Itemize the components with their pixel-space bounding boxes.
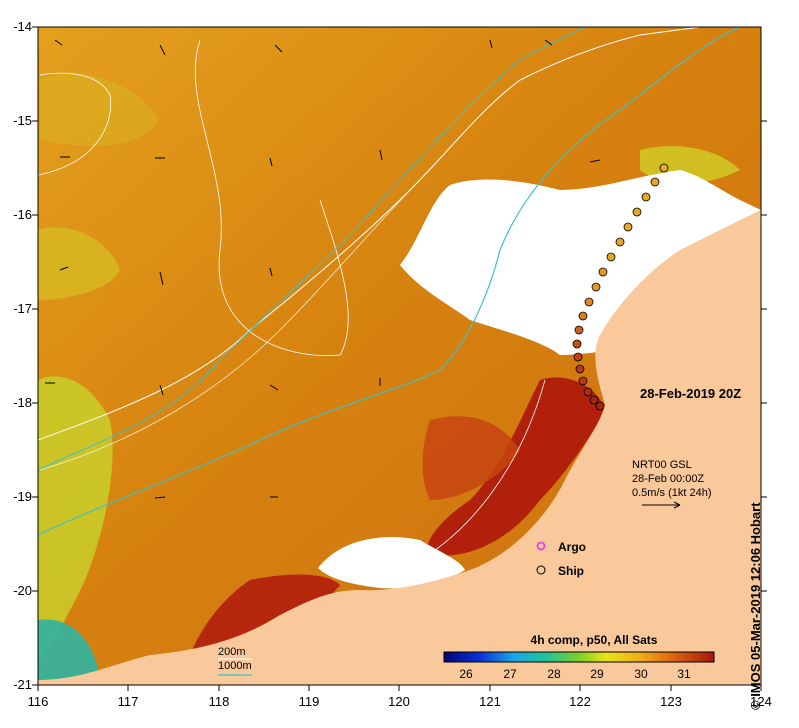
- bathymetry-200m: [38, 27, 701, 441]
- argo-legend-icon: [536, 541, 546, 551]
- cloud-mask-south: [318, 537, 465, 589]
- contour-loop-central: [194, 39, 349, 356]
- y-axis-label: -18: [13, 395, 32, 410]
- y-axis-label: -15: [13, 113, 32, 128]
- y-axis-label: -16: [13, 207, 32, 222]
- current-arrows: [45, 39, 601, 499]
- shelf-current-line-2: [38, 27, 586, 471]
- ship-legend-icon: [536, 565, 546, 575]
- x-axis-label: 117: [117, 694, 139, 709]
- x-axis-label: 123: [660, 694, 682, 709]
- current-info: NRT00 GSL 28-Feb 00:00Z 0.5m/s (1kt 24h): [632, 458, 711, 500]
- current-info-time: 28-Feb 00:00Z: [632, 473, 705, 485]
- current-info-scale: 0.5m/s (1kt 24h): [632, 487, 712, 499]
- bathymetry-1000m: [39, 179, 421, 471]
- land-mass: [38, 210, 761, 685]
- x-axis-label: 122: [569, 694, 591, 709]
- x-axis-label: 118: [208, 694, 230, 709]
- y-axis-label: -14: [13, 19, 32, 34]
- colorbar-tick: 26: [459, 667, 473, 681]
- cool-water-patch-north: [40, 73, 160, 146]
- y-axis-label: -21: [13, 677, 32, 692]
- x-axis-label: 124: [750, 694, 772, 709]
- contour-loop-west: [38, 72, 112, 176]
- x-axis-label: 119: [298, 694, 320, 709]
- cool-water-patch-sw-corner: [38, 619, 100, 685]
- y-axis-label: -20: [13, 583, 32, 598]
- cool-water-patch-west-2: [38, 227, 120, 300]
- y-axis-label: -19: [13, 489, 32, 504]
- current-info-source: NRT00 GSL: [632, 459, 692, 471]
- x-axis-label: 116: [27, 694, 49, 709]
- warm-coastal-water-south: [190, 574, 340, 659]
- depth-1000-label: 1000m: [218, 660, 252, 672]
- x-axis-label: 120: [388, 694, 410, 709]
- colorbar-tick: 27: [503, 667, 517, 681]
- colorbar-tick: 29: [590, 667, 604, 681]
- y-axis-label: -17: [13, 301, 32, 316]
- contour-loop-south: [419, 379, 546, 561]
- depth-200-label: 200m: [218, 646, 246, 658]
- argo-legend-label: Argo: [558, 540, 586, 554]
- colorbar-tick: 28: [547, 667, 561, 681]
- colorbar-tick: 31: [677, 667, 691, 681]
- warm-coastal-water: [427, 377, 605, 556]
- colorbar-title: 4h comp, p50, All Sats: [530, 633, 658, 647]
- warm-water-band: [422, 416, 520, 500]
- shelf-current-line: [38, 27, 741, 536]
- current-scale-arrow: [642, 501, 681, 509]
- ship-legend-label: Ship: [558, 564, 584, 578]
- ship-track: [572, 163, 669, 411]
- x-axis-label: 121: [479, 694, 501, 709]
- credit-text: © IMOS 05-Mar-2019 12:06 Hobart: [748, 502, 763, 710]
- axis-ticks: [32, 26, 767, 691]
- colorbar: [443, 651, 715, 663]
- date-label: 28-Feb-2019 20Z: [640, 386, 742, 401]
- colorbar-tick: 30: [634, 667, 648, 681]
